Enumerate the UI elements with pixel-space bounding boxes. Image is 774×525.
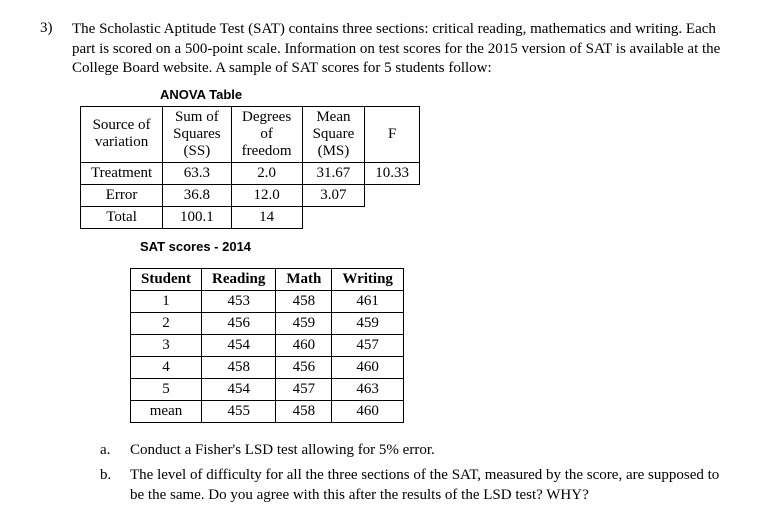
- sat-h-3: Writing: [332, 268, 404, 290]
- header-ms: Mean Square (MS): [302, 106, 365, 162]
- subq-a: a. Conduct a Fisher's LSD test allowing …: [100, 441, 734, 461]
- subq-b: b. The level of difficulty for all the t…: [100, 466, 734, 505]
- sat-r2-m: 460: [276, 334, 332, 356]
- question-text: The Scholastic Aptitude Test (SAT) conta…: [72, 20, 734, 79]
- sat-h-2: Math: [276, 268, 332, 290]
- sat-h-1: Reading: [202, 268, 276, 290]
- cell-f-2: [365, 206, 420, 228]
- header-source-l2: variation: [95, 134, 148, 150]
- cell-ms-1: 3.07: [302, 184, 365, 206]
- sat-r5-w: 460: [332, 400, 404, 422]
- sat-caption: SAT scores - 2014: [140, 239, 734, 254]
- sat-r1-m: 459: [276, 312, 332, 334]
- header-ss-l1: Sum of: [175, 109, 219, 125]
- anova-table: Source of variation Sum of Squares (SS) …: [80, 106, 420, 229]
- header-df-l2: of: [260, 126, 273, 142]
- cell-df-1: 12.0: [231, 184, 302, 206]
- sat-r3-s: 4: [131, 356, 202, 378]
- sat-r2-w: 457: [332, 334, 404, 356]
- sat-r4-r: 454: [202, 378, 276, 400]
- cell-f-0: 10.33: [365, 162, 420, 184]
- header-source-l1: Source of: [93, 117, 151, 133]
- header-df-l3: freedom: [242, 143, 292, 159]
- subq-b-text: The level of difficulty for all the thre…: [130, 466, 734, 505]
- sat-r1-r: 456: [202, 312, 276, 334]
- sat-r1-w: 459: [332, 312, 404, 334]
- header-ss-l3: (SS): [184, 143, 211, 159]
- sat-r0-w: 461: [332, 290, 404, 312]
- sat-r0-r: 453: [202, 290, 276, 312]
- header-ss: Sum of Squares (SS): [163, 106, 232, 162]
- cell-ms-0: 31.67: [302, 162, 365, 184]
- cell-df-0: 2.0: [231, 162, 302, 184]
- anova-caption: ANOVA Table: [160, 87, 734, 102]
- subq-b-label: b.: [100, 466, 118, 505]
- cell-ss-1: 36.8: [163, 184, 232, 206]
- cell-f-1: [365, 184, 420, 206]
- cell-src-0: Treatment: [81, 162, 163, 184]
- sat-r1-s: 2: [131, 312, 202, 334]
- sat-r4-s: 5: [131, 378, 202, 400]
- sat-r0-m: 458: [276, 290, 332, 312]
- cell-ss-2: 100.1: [163, 206, 232, 228]
- cell-ss-0: 63.3: [163, 162, 232, 184]
- sat-r5-m: 458: [276, 400, 332, 422]
- header-ms-l3: (MS): [318, 143, 350, 159]
- sat-r5-r: 455: [202, 400, 276, 422]
- question-number: 3): [40, 20, 60, 79]
- subq-a-label: a.: [100, 441, 118, 461]
- header-f: F: [365, 106, 420, 162]
- header-ms-l2: Square: [313, 126, 355, 142]
- header-df: Degrees of freedom: [231, 106, 302, 162]
- subq-a-text: Conduct a Fisher's LSD test allowing for…: [130, 441, 435, 461]
- sat-r2-r: 454: [202, 334, 276, 356]
- sat-r3-m: 456: [276, 356, 332, 378]
- sat-r0-s: 1: [131, 290, 202, 312]
- header-source: Source of variation: [81, 106, 163, 162]
- subquestions: a. Conduct a Fisher's LSD test allowing …: [40, 441, 734, 506]
- sat-r2-s: 3: [131, 334, 202, 356]
- sat-r3-r: 458: [202, 356, 276, 378]
- sat-r4-w: 463: [332, 378, 404, 400]
- header-ss-l2: Squares: [173, 126, 221, 142]
- header-ms-l1: Mean: [316, 109, 350, 125]
- sat-table: Student Reading Math Writing 1 453 458 4…: [130, 268, 404, 423]
- cell-df-2: 14: [231, 206, 302, 228]
- cell-ms-2: [302, 206, 365, 228]
- cell-src-1: Error: [81, 184, 163, 206]
- sat-r3-w: 460: [332, 356, 404, 378]
- sat-r5-s: mean: [131, 400, 202, 422]
- cell-src-2: Total: [81, 206, 163, 228]
- header-df-l1: Degrees: [242, 109, 291, 125]
- sat-h-0: Student: [131, 268, 202, 290]
- question-block: 3) The Scholastic Aptitude Test (SAT) co…: [40, 20, 734, 79]
- sat-r4-m: 457: [276, 378, 332, 400]
